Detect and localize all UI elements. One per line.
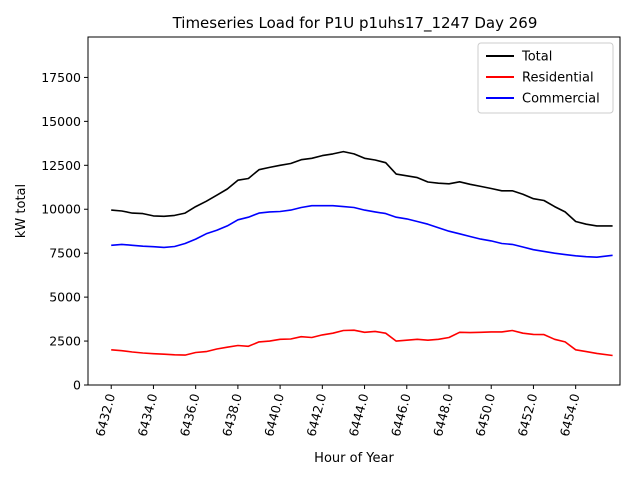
series-lines xyxy=(111,150,613,357)
y-tick-label: 17500 xyxy=(41,70,81,85)
y-tick-label: 0 xyxy=(73,378,81,393)
y-axis-label: kW total xyxy=(14,184,29,238)
series-line-residential xyxy=(111,329,613,357)
y-tick-label: 12500 xyxy=(41,158,81,173)
y-tick-label: 5000 xyxy=(49,290,81,305)
y-tick-label: 7500 xyxy=(49,246,81,261)
y-tick-label: 2500 xyxy=(49,334,81,349)
series-line-commercial xyxy=(111,204,613,259)
legend: Total Residential Commercial xyxy=(477,42,614,114)
y-tick-label: 15000 xyxy=(41,114,81,129)
x-axis-label: Hour of Year xyxy=(314,451,394,466)
chart-title: Timeseries Load for P1U p1uhs17_1247 Day… xyxy=(172,14,538,33)
legend-label-residential: Residential xyxy=(522,71,594,86)
y-tick-label: 10000 xyxy=(41,202,81,217)
legend-label-commercial: Commercial xyxy=(522,92,600,107)
y-axis: 0 2500 5000 7500 10000 12500 15000 17500 xyxy=(41,70,88,393)
legend-label-total: Total xyxy=(521,50,552,65)
legend-box xyxy=(477,42,614,114)
series-line-total xyxy=(111,150,613,227)
